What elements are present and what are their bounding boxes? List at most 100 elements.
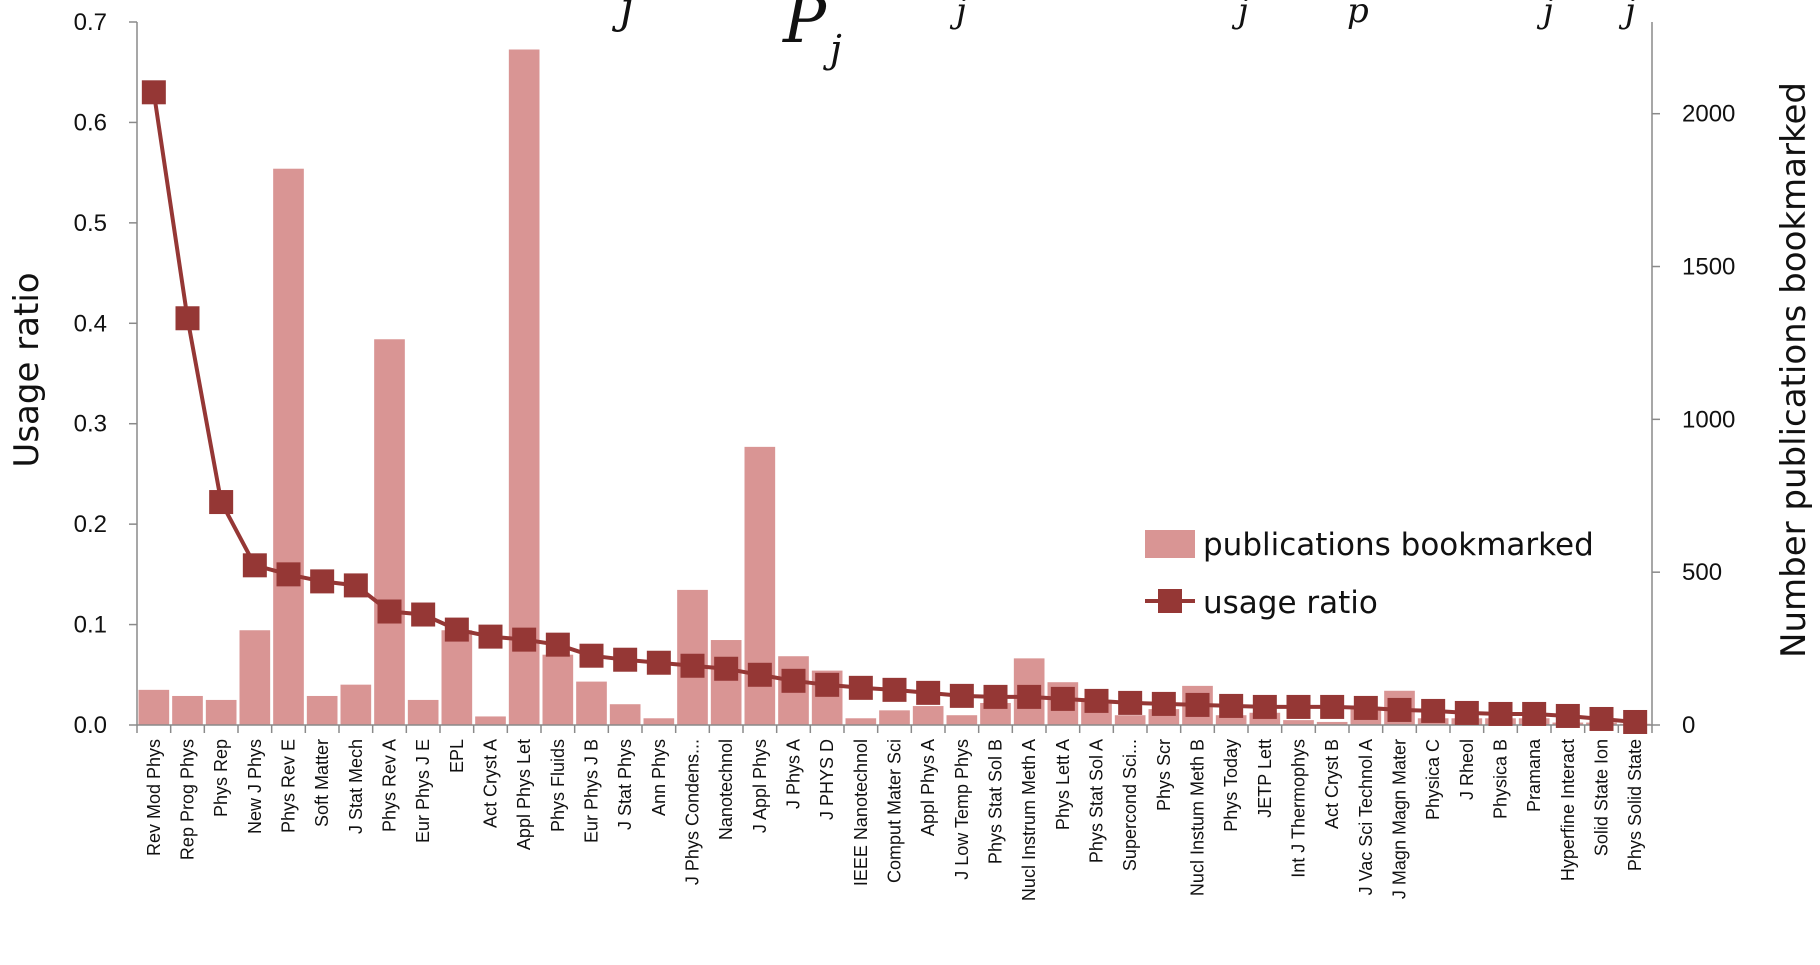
line-marker-38 xyxy=(1421,698,1446,723)
bar-13 xyxy=(576,681,607,725)
line-marker-23 xyxy=(916,680,941,705)
x-tick-label: Phys Lett A xyxy=(1053,739,1073,830)
bar-24 xyxy=(946,715,978,725)
x-tick-label: Act Cryst B xyxy=(1322,739,1342,829)
line-marker-8 xyxy=(411,602,436,627)
y-tick-label: 0.4 xyxy=(74,310,107,337)
line-marker-32 xyxy=(1219,693,1244,718)
line-marker-1 xyxy=(175,306,200,331)
bar-series xyxy=(138,49,1651,726)
line-marker-10 xyxy=(478,624,503,649)
line-marker-5 xyxy=(310,569,335,594)
x-tick-label: Phys Rev E xyxy=(279,739,299,833)
bar-8 xyxy=(407,699,439,725)
x-tick-label: New J Phys xyxy=(245,739,265,834)
x-tick-label: Appl Phys A xyxy=(918,739,938,836)
y-tick-label: 0.3 xyxy=(74,411,107,438)
x-tick-label: J Phys Condens... xyxy=(683,739,703,885)
line-marker-34 xyxy=(1286,694,1311,719)
x-tick-label: Nanotechnol xyxy=(716,739,736,840)
line-marker-12 xyxy=(545,632,570,657)
y-tick-label: 0.7 xyxy=(74,9,107,36)
bar-7 xyxy=(374,339,405,725)
x-tick-label: Phys Stat Sol A xyxy=(1087,739,1107,863)
line-marker-2 xyxy=(209,490,234,515)
y-tick-label: 0.2 xyxy=(74,511,107,538)
bar-14 xyxy=(609,704,641,725)
x-tick-label: Phys Scr xyxy=(1154,739,1174,811)
x-tick-label: Comput Mater Sci xyxy=(885,739,905,883)
line-marker-30 xyxy=(1151,691,1176,716)
x-tick-label: Physica C xyxy=(1423,739,1443,820)
line-marker-3 xyxy=(242,553,267,578)
y2-tick-label: 500 xyxy=(1682,559,1722,586)
bar-29 xyxy=(1114,715,1146,725)
x-tick-label: IEEE Nanotechnol xyxy=(851,739,871,886)
bar-12 xyxy=(542,654,574,725)
x-tick-label: J Rheol xyxy=(1457,739,1477,800)
line-marker-14 xyxy=(613,647,638,672)
x-tick-label: Phys Rev A xyxy=(380,739,400,832)
line-marker-31 xyxy=(1185,692,1210,717)
formula-p: P xyxy=(782,0,827,58)
line-marker-17 xyxy=(714,656,739,681)
x-tick-label: Appl Phys Let xyxy=(514,739,534,850)
x-tick-label: EPL xyxy=(447,739,467,773)
x-tick-label: Act Cryst A xyxy=(481,739,501,828)
x-tick-label: J Magn Magn Mater xyxy=(1390,739,1410,899)
y2-tick-label: 0 xyxy=(1682,712,1695,739)
x-tick-label: Supercond Sci... xyxy=(1120,739,1140,871)
line-marker-18 xyxy=(747,662,772,687)
x-tick-label: J Low Temp Phys xyxy=(952,739,972,880)
x-tick-label: Phys Fluids xyxy=(548,739,568,832)
x-tick-label: Eur Phys J E xyxy=(413,739,433,843)
line-marker-15 xyxy=(646,650,671,675)
x-tick-label: Phys Stat Sol B xyxy=(986,739,1006,864)
line-marker-24 xyxy=(949,683,974,708)
bar-11 xyxy=(508,49,540,726)
line-marker-40 xyxy=(1488,701,1513,726)
x-tick-label: J Stat Phys xyxy=(615,739,635,830)
bar-21 xyxy=(845,718,877,725)
x-tick-label: Soft Matter xyxy=(312,739,332,827)
x-tick-label: Physica B xyxy=(1491,739,1511,819)
line-marker-11 xyxy=(512,627,537,652)
legend-label-line: usage ratio xyxy=(1203,585,1378,621)
line-marker-16 xyxy=(680,653,705,678)
legend-label-bar: publications bookmarked xyxy=(1203,527,1594,563)
line-marker-25 xyxy=(983,684,1008,709)
bar-32 xyxy=(1215,715,1247,725)
x-tick-label: J Phys A xyxy=(784,739,804,809)
y-tick-label: 0.5 xyxy=(74,210,107,237)
line-marker-29 xyxy=(1118,690,1143,715)
line-marker-9 xyxy=(444,617,469,642)
legend-swatch-marker xyxy=(1158,589,1182,613)
line-marker-21 xyxy=(848,675,873,700)
x-tick-label: Ann Phys xyxy=(649,739,669,816)
line-marker-41 xyxy=(1522,701,1547,726)
formula-j-3: j xyxy=(1231,0,1249,31)
x-tick-label: Pramana xyxy=(1524,738,1544,812)
y-axis-title: Usage ratio xyxy=(7,272,47,467)
line-series xyxy=(141,80,1648,734)
y2-axis-title: Number publications bookmarked xyxy=(1774,82,1814,658)
formula-j-4: j xyxy=(1536,0,1554,31)
line-marker-22 xyxy=(882,677,907,702)
y2-tick-label: 2000 xyxy=(1682,101,1735,128)
x-tick-label: Nucl Instrum Meth A xyxy=(1019,739,1039,901)
x-tick-label: Hyperfine Interact xyxy=(1558,739,1578,881)
legend-swatch-bar xyxy=(1145,530,1195,558)
x-tick-label: J Appl Phys xyxy=(750,739,770,833)
y2-tick-label: 1000 xyxy=(1682,406,1735,433)
bar-4 xyxy=(273,168,304,726)
bar-2 xyxy=(205,699,237,725)
formula-j-5: j xyxy=(1618,0,1636,31)
bar-3 xyxy=(239,630,271,725)
bar-17 xyxy=(710,640,742,725)
x-tick-label: Rev Mod Phys xyxy=(144,739,164,856)
legend: publications bookmarked usage ratio xyxy=(1145,527,1594,621)
bar-34 xyxy=(1283,720,1314,725)
x-tick-label: JETP Lett xyxy=(1255,739,1275,818)
x-tick-label: Eur Phys J B xyxy=(582,739,602,843)
